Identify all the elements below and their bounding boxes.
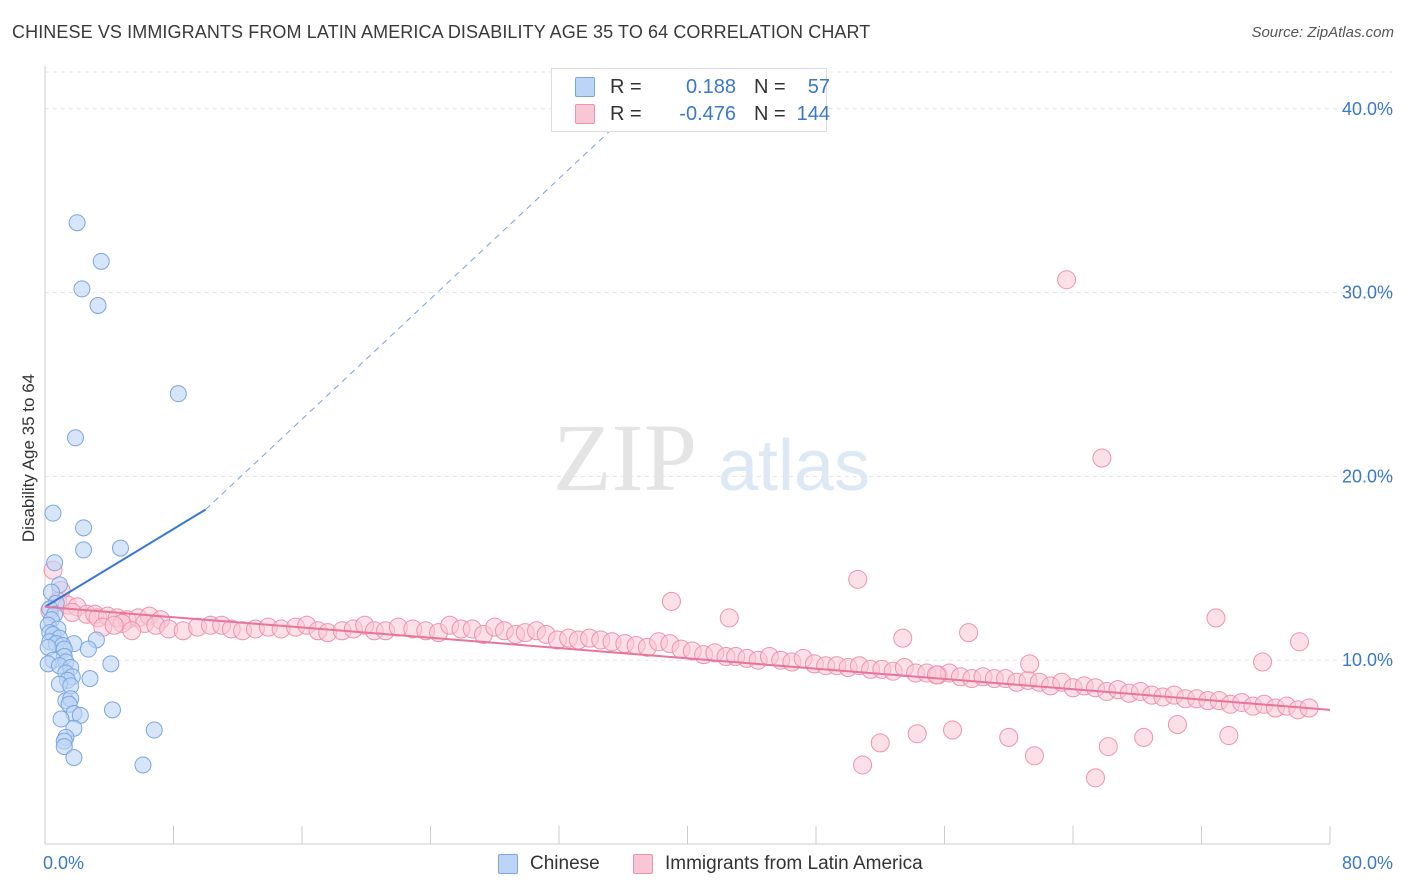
latin-america-point — [1134, 727, 1154, 747]
chinese-legend-swatch-icon — [498, 854, 518, 874]
n-value: 144 — [796, 102, 830, 125]
latin-america-point — [1253, 652, 1273, 672]
chinese-point — [92, 252, 110, 270]
chinese-point — [75, 541, 93, 559]
source-label: Source: ZipAtlas.com — [1251, 24, 1394, 41]
tick-labels: 10.0% 20.0% 30.0% 40.0% 0.0% 80.0% — [43, 99, 1393, 873]
n-value: 57 — [807, 75, 830, 98]
chinese-point — [89, 296, 107, 314]
r-value: -0.476 — [679, 102, 736, 125]
y-axis-label: Disability Age 35 to 64 — [19, 374, 38, 542]
latin-america-point — [1219, 726, 1239, 746]
chinese-point — [81, 670, 99, 688]
chinese-point — [111, 539, 129, 557]
r-value: 0.188 — [685, 75, 736, 98]
latin-america-point — [1024, 746, 1044, 766]
legend-item-chinese[interactable]: Chinese — [498, 852, 600, 876]
latin-america-point — [959, 623, 979, 643]
chinese-point — [79, 640, 97, 658]
chinese-point — [55, 738, 73, 756]
latin-america-point — [1098, 737, 1118, 757]
latin-america-point — [104, 615, 124, 635]
latin-america-point — [719, 608, 739, 628]
axes — [44, 66, 1331, 845]
latin-america-point — [661, 591, 681, 611]
latin-america-point — [893, 628, 913, 648]
latin-america-point — [1206, 608, 1226, 628]
chinese-point — [102, 655, 120, 673]
latin-america-point — [870, 733, 890, 753]
latin-america-point — [1085, 768, 1105, 788]
latin-america-point — [1020, 654, 1040, 674]
chinese-point — [46, 554, 64, 572]
trend-lines — [44, 95, 1331, 711]
chart-title: CHINESE VS IMMIGRANTS FROM LATIN AMERICA… — [12, 22, 871, 42]
chinese-point — [65, 749, 83, 767]
latin-america-point — [1289, 632, 1309, 652]
y-tick-label: 20.0% — [1342, 466, 1393, 486]
chinese-trend-extension — [205, 95, 648, 510]
latin-america-swatch-icon — [575, 104, 595, 124]
latin-america-point — [999, 727, 1019, 747]
watermark-atlas: atlas — [718, 426, 870, 506]
chinese-swatch-icon — [575, 77, 595, 97]
x-tick-label: 0.0% — [43, 853, 84, 873]
latin-america-point — [1092, 448, 1112, 468]
stats-box: R = 0.188 N = 57 R = -0.476 N = 144 — [551, 68, 830, 132]
latin-america-point — [848, 569, 868, 589]
y-tick-label: 10.0% — [1342, 650, 1393, 670]
latin-america-legend-swatch-icon — [633, 854, 653, 874]
chinese-point — [52, 710, 70, 728]
latin-america-point — [1167, 715, 1187, 735]
latin-america-point — [853, 755, 873, 775]
legend-label: Chinese — [530, 853, 600, 874]
r-label: R = — [610, 102, 642, 125]
latin-america-point — [926, 665, 946, 685]
latin-america-trend-line — [44, 605, 1331, 711]
chinese-point — [169, 385, 187, 403]
chinese-point — [67, 429, 85, 447]
chinese-point — [145, 721, 163, 739]
n-label: N = — [754, 102, 786, 125]
x-tick-label: 80.0% — [1342, 853, 1393, 873]
chinese-point — [73, 280, 91, 298]
chinese-point — [44, 504, 62, 522]
grid — [45, 71, 1392, 661]
legend-label: Immigrants from Latin America — [665, 853, 923, 874]
watermark: ZIP atlas — [553, 404, 870, 511]
y-tick-label: 30.0% — [1342, 283, 1393, 303]
chinese-point — [103, 701, 121, 719]
y-tick-label: 40.0% — [1342, 99, 1393, 119]
n-label: N = — [754, 75, 786, 98]
data-points — [39, 214, 1319, 788]
chinese-point — [75, 519, 93, 537]
watermark-zip: ZIP — [553, 404, 697, 511]
chinese-point — [134, 756, 152, 774]
latin-america-point — [1057, 270, 1077, 290]
legend-item-latin-america[interactable]: Immigrants from Latin America — [633, 852, 923, 876]
chinese-point — [68, 214, 86, 232]
latin-america-point — [907, 724, 927, 744]
chinese-trend-line — [44, 508, 207, 608]
r-label: R = — [610, 75, 642, 98]
latin-america-point — [943, 720, 963, 740]
latin-america-point — [122, 621, 142, 641]
